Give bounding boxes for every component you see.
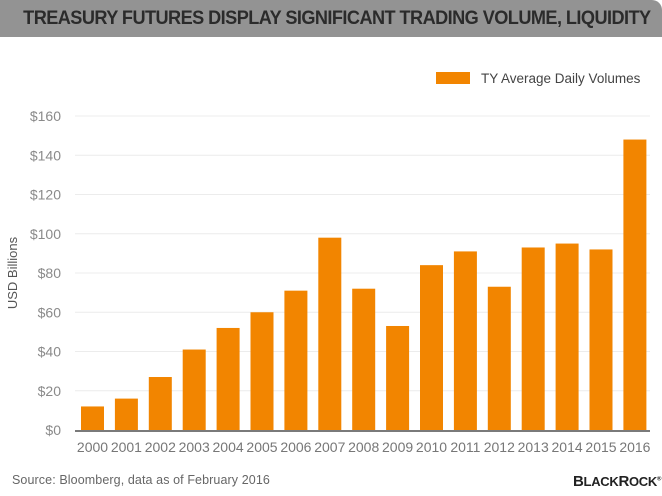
blackrock-logo: BLACKROCK® <box>573 473 662 490</box>
x-tick-label: 2011 <box>450 439 480 455</box>
legend: TY Average Daily Volumes <box>436 70 640 86</box>
y-tick-label: $0 <box>45 422 61 438</box>
y-tick-label: $20 <box>38 383 62 399</box>
x-tick-label: 2003 <box>179 439 210 455</box>
chart-header: TREASURY FUTURES DISPLAY SIGNIFICANT TRA… <box>0 0 662 37</box>
bar <box>81 406 104 430</box>
bar <box>555 243 579 430</box>
x-tick-label: 2016 <box>619 439 650 455</box>
source-note: Source: Bloomberg, data as of February 2… <box>12 473 270 487</box>
bar <box>487 286 511 430</box>
x-tick-label: 2014 <box>552 439 583 455</box>
x-tick-label: 2006 <box>280 439 311 455</box>
x-tick-label: 2002 <box>145 439 176 455</box>
y-tick-label: $120 <box>30 187 61 203</box>
bar <box>386 325 410 430</box>
bar <box>114 398 138 430</box>
y-tick-label: $160 <box>30 108 61 124</box>
bar <box>521 247 545 430</box>
chart-title: TREASURY FUTURES DISPLAY SIGNIFICANT TRA… <box>23 7 651 29</box>
bar <box>318 237 342 430</box>
x-tick-label: 2001 <box>111 439 142 455</box>
y-tick-label: $100 <box>30 226 61 242</box>
bar <box>453 251 477 430</box>
bar <box>623 139 647 431</box>
bar <box>148 377 172 430</box>
y-tick-label: $40 <box>38 344 62 360</box>
x-tick-label: 2009 <box>382 439 413 455</box>
y-tick-label: $60 <box>38 304 62 320</box>
x-tick-label: 2000 <box>77 439 108 455</box>
bar <box>589 249 613 430</box>
bar <box>284 290 308 430</box>
x-tick-label: 2010 <box>416 439 447 455</box>
x-tick-label: 2008 <box>348 439 379 455</box>
x-tick-label: 2015 <box>585 439 616 455</box>
x-tick-label: 2012 <box>484 439 515 455</box>
bar <box>352 288 376 430</box>
bar <box>216 327 240 430</box>
y-axis-label: USD Billions <box>5 236 20 309</box>
legend-swatch <box>436 72 470 84</box>
bar <box>420 265 443 430</box>
x-tick-label: 2007 <box>314 439 345 455</box>
x-tick-label: 2005 <box>246 439 277 455</box>
y-tick-label: $80 <box>38 265 62 281</box>
legend-label: TY Average Daily Volumes <box>481 70 641 86</box>
x-tick-label: 2004 <box>213 439 244 455</box>
x-tick-label: 2013 <box>518 439 549 455</box>
bar <box>182 349 206 430</box>
bar <box>250 312 274 430</box>
y-tick-label: $140 <box>30 147 61 163</box>
